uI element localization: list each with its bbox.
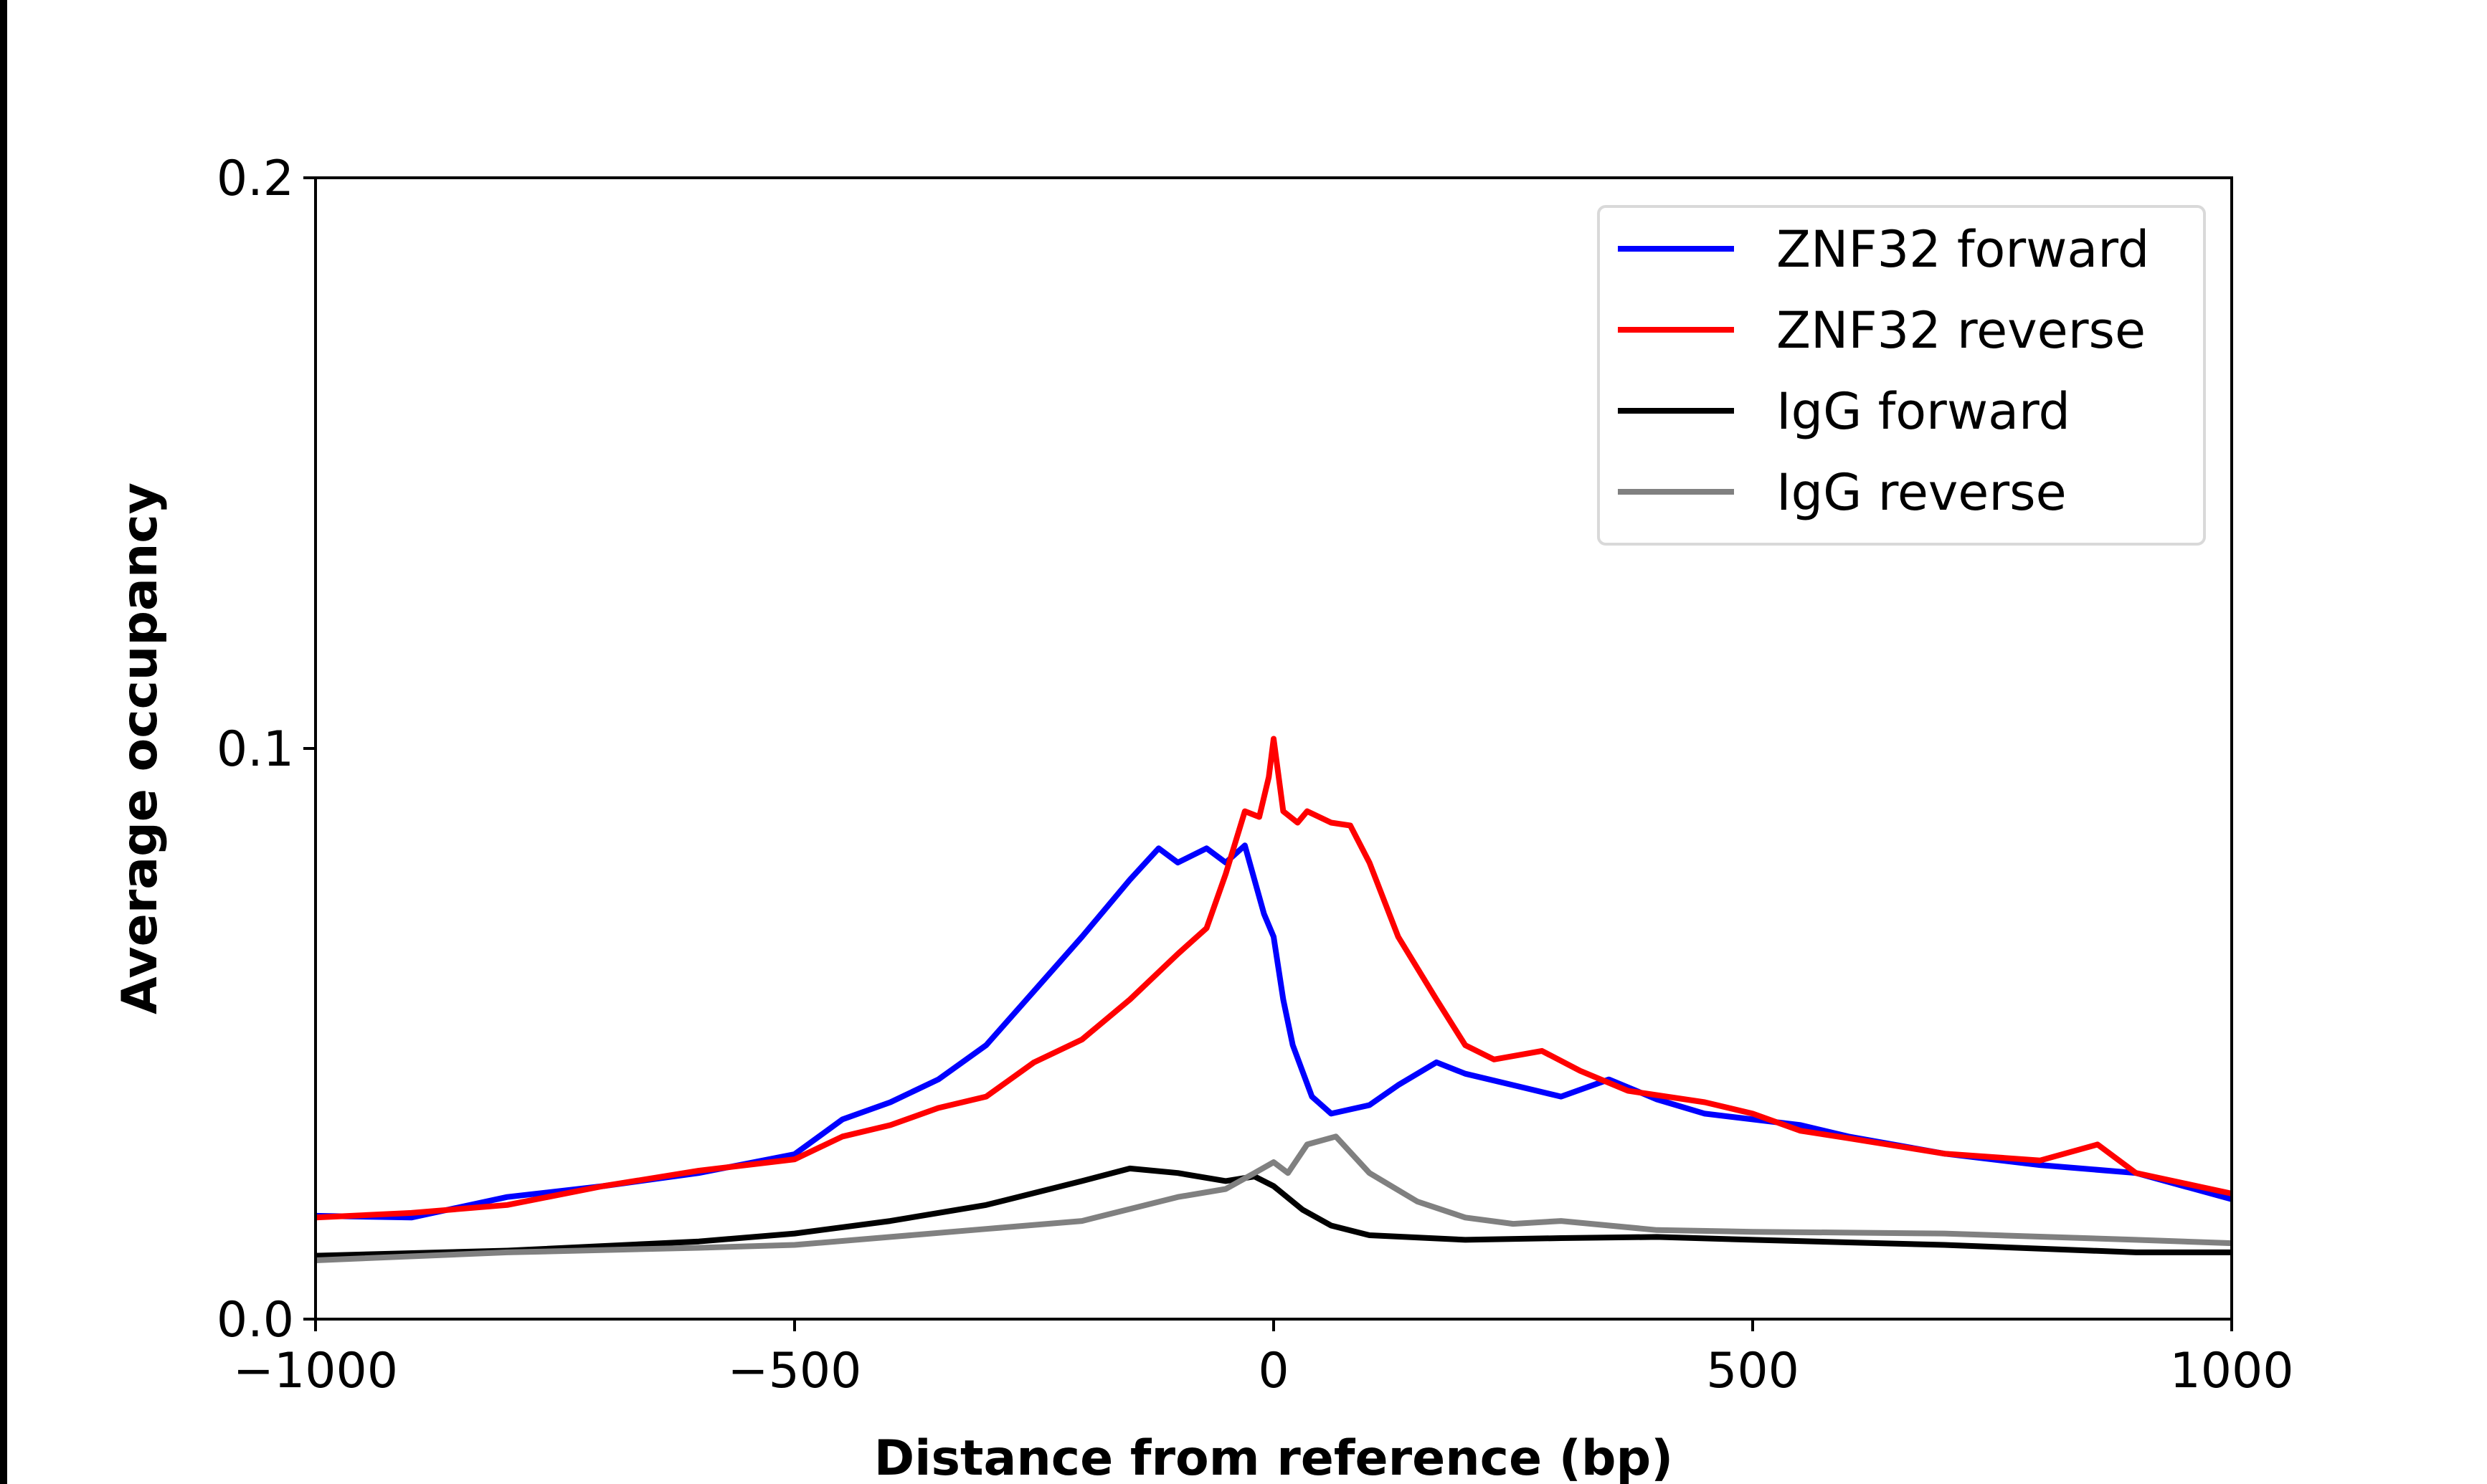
x-tick-label: −1000 [233,1343,398,1399]
y-axis: 0.0 0.1 0.2 [217,151,316,1349]
x-tick-label: −500 [728,1343,862,1399]
y-tick-label: 0.1 [217,721,294,778]
series-line-3 [315,1133,2232,1263]
series-lines [315,736,2233,1263]
series-line-2 [315,1165,2232,1259]
series-line-1 [315,736,2232,1221]
y-tick-label: 0.2 [217,151,294,207]
legend-label: IgG forward [1776,382,2070,441]
x-tick-label: 0 [1258,1343,1289,1399]
x-axis-label: Distance from reference (bp) [874,1430,1674,1484]
x-tick-label: 500 [1706,1343,1799,1399]
legend-label: IgG reverse [1776,463,2067,522]
left-border [0,0,7,1484]
series-line-0 [315,842,2233,1221]
legend-label: ZNF32 forward [1776,220,2149,279]
y-axis-label: Average occupancy [112,482,169,1014]
legend: ZNF32 forward ZNF32 reverse IgG forward IgG… [1597,205,2206,546]
legend-label: ZNF32 reverse [1776,301,2146,360]
legend-box [1597,205,2206,546]
y-tick-label: 0.0 [217,1292,294,1349]
x-tick-label: 1000 [2169,1343,2293,1399]
x-axis: −1000 −500 0 500 1000 [233,1319,2294,1399]
